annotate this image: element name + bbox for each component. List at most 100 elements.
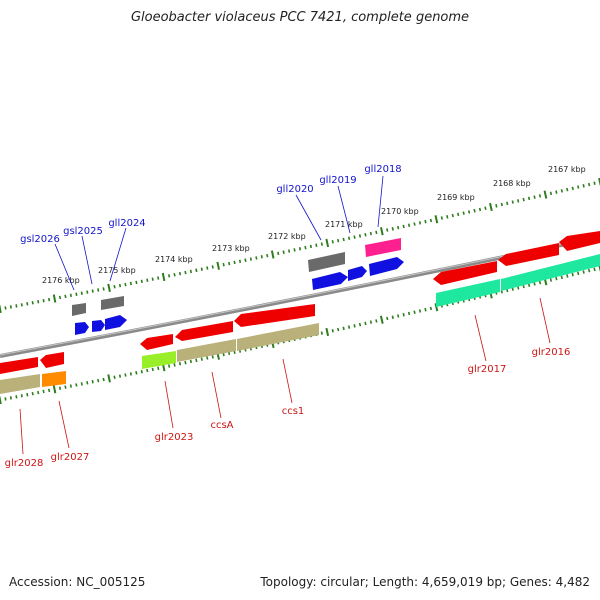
cds-glr2016[interactable]	[501, 254, 600, 291]
gene-ccsA[interactable]	[175, 321, 233, 341]
minor-tick	[364, 321, 367, 326]
gene-label-glr2023[interactable]: glr2023	[155, 432, 194, 443]
minor-tick	[69, 384, 72, 388]
gene-gll2019[interactable]	[348, 266, 367, 281]
map-title: Gloeobacter violaceus PCC 7421, complete…	[130, 10, 470, 25]
minor-tick	[511, 287, 514, 291]
gene-gsl2026[interactable]	[75, 322, 89, 335]
minor-tick	[467, 210, 471, 214]
major-tick	[598, 177, 600, 187]
minor-tick	[577, 271, 580, 276]
gene-label-ccsA[interactable]: ccsA	[210, 420, 233, 431]
minor-tick	[429, 218, 433, 223]
minor-tick	[80, 291, 83, 295]
minor-tick	[37, 299, 40, 304]
gene-label-glr2016[interactable]: glr2016	[532, 347, 571, 358]
leader-glr2017	[474, 314, 487, 362]
gene-gll2020[interactable]	[312, 272, 348, 290]
minor-tick	[135, 280, 138, 285]
pseudo-gsl2026[interactable]	[72, 303, 86, 316]
minor-tick	[549, 191, 553, 196]
misc-gll2018[interactable]	[365, 238, 401, 257]
cds-ccsA[interactable]	[177, 339, 236, 362]
minor-tick	[462, 211, 465, 215]
kbp-label: 2174 kbp	[155, 255, 193, 264]
leader-gll2018	[377, 175, 384, 228]
cds-glr2028[interactable]	[0, 374, 40, 394]
minor-tick	[587, 182, 591, 187]
minor-tick	[348, 236, 351, 240]
minor-tick	[397, 314, 400, 318]
gene-right-edge[interactable]	[559, 231, 600, 251]
minor-tick	[446, 215, 449, 219]
gene-label-glr2027[interactable]: glr2027	[51, 452, 90, 463]
gene-label-glr2028[interactable]: glr2028	[5, 458, 44, 469]
minor-tick	[129, 281, 132, 286]
minor-tick	[511, 200, 514, 204]
minor-tick	[113, 375, 116, 379]
minor-tick	[151, 277, 154, 281]
pseudo-gll2020[interactable]	[308, 252, 345, 272]
minor-tick	[233, 260, 236, 265]
cds-glr2023[interactable]	[142, 351, 176, 369]
forward-genes	[72, 238, 404, 335]
minor-tick	[184, 270, 187, 275]
minor-tick	[424, 219, 427, 224]
minor-tick	[413, 222, 416, 226]
minor-tick	[37, 390, 40, 395]
minor-tick	[9, 396, 12, 400]
leader-gll2019	[337, 185, 351, 234]
gene-glr2016[interactable]	[498, 243, 559, 266]
gene-glr2023[interactable]	[140, 334, 173, 350]
minor-tick	[429, 306, 433, 311]
gene-label-gll2024[interactable]: gll2024	[108, 218, 145, 229]
gene-label-gll2020[interactable]: gll2020	[276, 184, 313, 195]
minor-tick	[15, 304, 18, 308]
gene-label-gll2018[interactable]: gll2018	[364, 164, 401, 175]
gene-label-gsl2025[interactable]: gsl2025	[63, 226, 103, 237]
gene-glr2017[interactable]	[433, 261, 497, 285]
minor-tick	[347, 325, 351, 329]
gene-label-glr2017[interactable]: glr2017	[468, 364, 507, 375]
minor-tick	[386, 228, 389, 232]
major-tick	[379, 315, 384, 324]
gene-label-ccs1[interactable]: ccs1	[282, 406, 305, 417]
minor-tick	[386, 316, 389, 321]
gene-gll2018[interactable]	[369, 257, 404, 276]
leader-glr2028	[19, 408, 24, 455]
major-tick	[434, 215, 439, 224]
minor-tick	[69, 293, 72, 298]
gene-gll2024[interactable]	[105, 315, 127, 330]
minor-tick	[146, 368, 149, 373]
gene-ccs1[interactable]	[234, 304, 315, 327]
minor-tick	[189, 269, 192, 274]
minor-tick	[500, 202, 503, 207]
minor-tick	[9, 305, 12, 309]
cds-ccs1[interactable]	[237, 323, 319, 351]
kbp-label: 2168 kbp	[493, 179, 531, 188]
minor-tick	[97, 378, 100, 383]
gene-glr2028[interactable]	[0, 357, 38, 374]
major-tick	[325, 238, 330, 248]
minor-tick	[424, 307, 427, 312]
minor-tick	[418, 309, 422, 313]
gene-glr2027[interactable]	[40, 352, 64, 368]
minor-tick	[157, 366, 160, 371]
minor-tick	[48, 388, 51, 393]
minor-tick	[26, 392, 29, 397]
pseudo-gll2024[interactable]	[101, 296, 124, 310]
gene-label-gll2019[interactable]: gll2019	[319, 175, 356, 186]
minor-tick	[571, 186, 574, 191]
gene-label-gsl2026[interactable]: gsl2026	[20, 234, 60, 245]
minor-tick	[517, 286, 520, 290]
minor-tick	[140, 279, 143, 284]
gene-gsl2025[interactable]	[92, 320, 105, 332]
cds-glr2027[interactable]	[42, 371, 66, 387]
minor-tick	[135, 371, 138, 375]
minor-tick	[102, 287, 105, 291]
minor-tick	[206, 266, 209, 270]
cds-glr2017[interactable]	[436, 279, 500, 307]
leader-gll2024	[109, 227, 127, 282]
leader-glr2023	[164, 380, 174, 429]
